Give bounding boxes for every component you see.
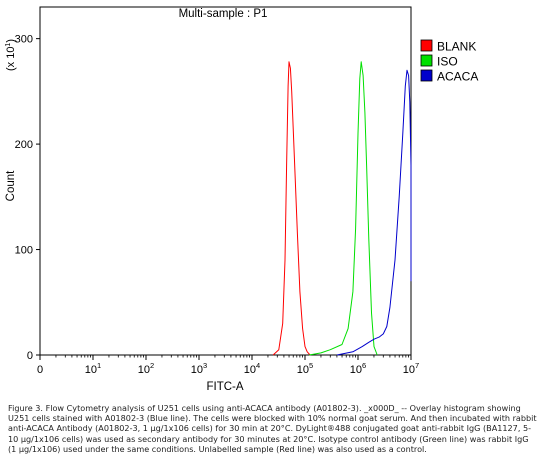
y-axis-ticks: 0 100 200 300 — [15, 34, 40, 362]
legend-swatch-acaca — [420, 69, 433, 82]
legend-swatch-blank — [420, 39, 433, 52]
x-tick-base: 10 — [403, 364, 415, 376]
x-axis-ticks: 0 101 102 103 104 105 106 107 — [37, 355, 419, 376]
x-tick-label: 106 — [350, 361, 366, 376]
legend-label-iso: ISO — [437, 55, 458, 69]
legend-swatch-iso — [420, 54, 433, 67]
series-line-iso — [309, 61, 378, 356]
y-multiplier-label: (x 101) — [5, 39, 17, 71]
x-tick-label: 104 — [244, 361, 260, 376]
x-axis-label: FITC-A — [206, 381, 243, 393]
y-axis-label: Count — [5, 170, 17, 201]
chart-title: Multi-sample : P1 — [179, 8, 268, 20]
x-tick-base: 10 — [297, 364, 309, 376]
x-tick-base: 10 — [350, 364, 362, 376]
y-tick-label: 100 — [15, 245, 33, 257]
x-tick-exp: 6 — [362, 361, 366, 370]
plot-frame — [39, 6, 412, 356]
x-tick-base: 0 — [37, 364, 43, 376]
x-tick-exp: 3 — [203, 361, 207, 370]
x-tick-label: 107 — [403, 361, 419, 376]
x-tick-base: 10 — [138, 364, 150, 376]
histogram-chart: Multi-sample : P1 (x 101) Count FITC-A 0… — [5, 6, 478, 393]
y-multiplier-base: (x 10 — [5, 47, 17, 71]
x-tick-base: 10 — [85, 364, 97, 376]
x-tick-base: 10 — [244, 364, 256, 376]
svg-text:(x 101): (x 101) — [5, 39, 17, 71]
legend-label-acaca: ACACA — [437, 70, 478, 84]
series-lines — [272, 61, 412, 356]
x-tick-label: 103 — [191, 361, 207, 376]
legend-label-blank: BLANK — [437, 40, 476, 54]
series-line-acaca — [336, 69, 412, 356]
figure-caption: Figure 3. Flow Cytometry analysis of U25… — [8, 403, 537, 454]
y-multiplier-close: ) — [5, 39, 17, 43]
y-tick-label: 0 — [27, 350, 33, 362]
x-tick-label: 0 — [37, 364, 43, 376]
x-tick-label: 105 — [297, 361, 313, 376]
series-line-blank — [272, 61, 311, 356]
x-tick-exp: 2 — [150, 361, 154, 370]
x-tick-exp: 5 — [309, 361, 313, 370]
x-tick-base: 10 — [191, 364, 203, 376]
x-tick-label: 101 — [85, 361, 101, 376]
x-tick-exp: 4 — [256, 361, 260, 370]
y-tick-label: 200 — [15, 139, 33, 151]
x-tick-label: 102 — [138, 361, 154, 376]
y-tick-label: 300 — [15, 34, 33, 46]
y-multiplier-exp: 1 — [5, 43, 12, 47]
x-tick-exp: 7 — [415, 361, 419, 370]
x-tick-exp: 1 — [97, 361, 101, 370]
